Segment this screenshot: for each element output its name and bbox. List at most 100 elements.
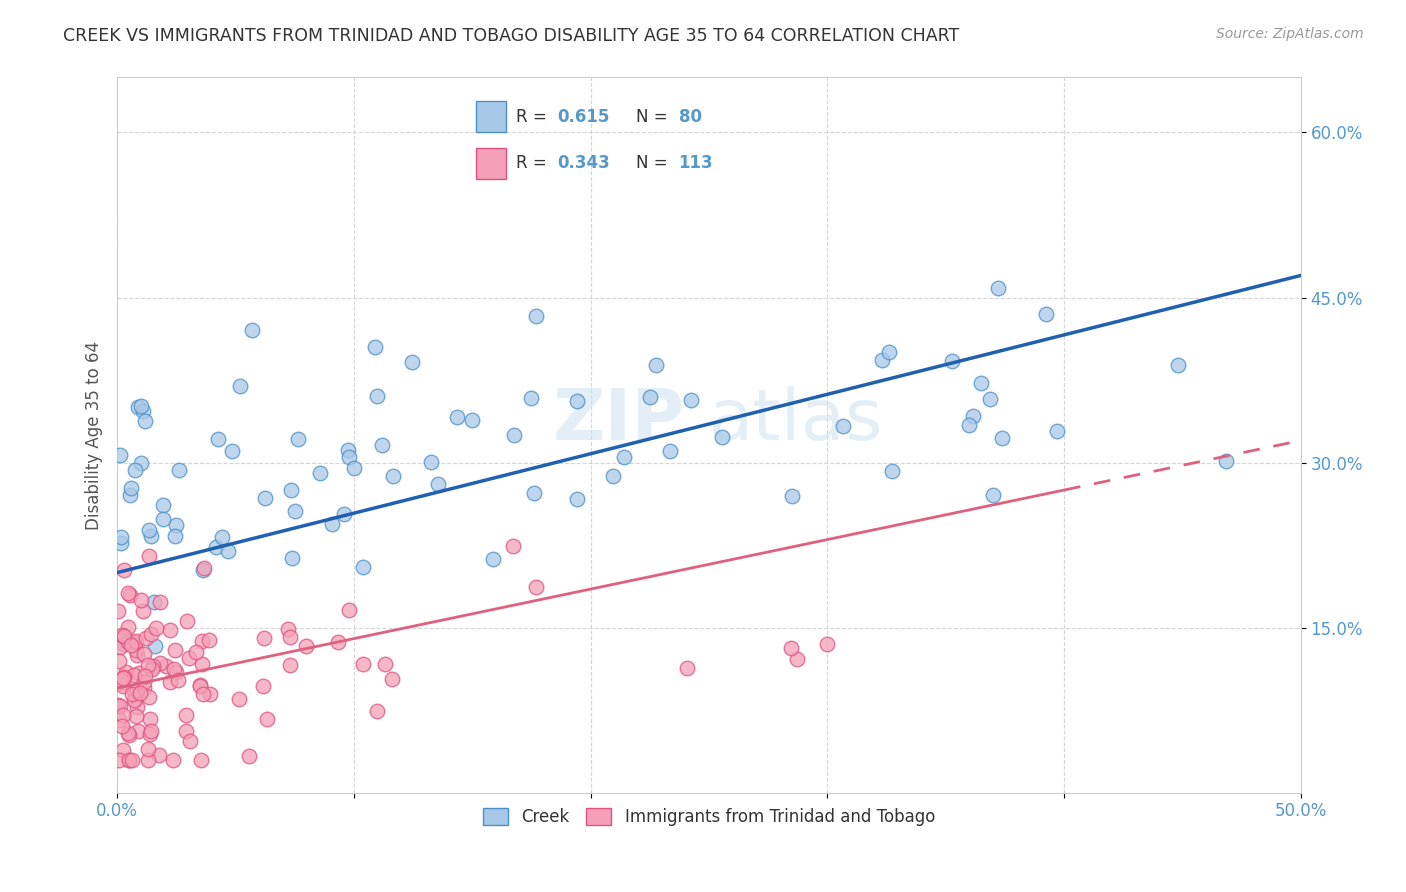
Point (112, 669, 135, 683)
Point (193, 561, 215, 575)
Point (122, 683, 145, 698)
Point (613, 450, 636, 464)
Point (110, 673, 132, 687)
Point (117, 585, 139, 599)
Point (110, 676, 132, 690)
Point (143, 595, 166, 609)
Point (256, 712, 278, 726)
Point (127, 401, 149, 415)
Point (567, 393, 589, 408)
Point (152, 498, 174, 512)
Point (111, 671, 134, 685)
Y-axis label: Disability Age 35 to 64: Disability Age 35 to 64 (86, 341, 103, 530)
Point (186, 645, 208, 659)
Point (117, 726, 139, 740)
Point (284, 504, 307, 518)
Point (118, 728, 141, 742)
Point (640, 390, 662, 404)
Point (177, 651, 200, 665)
Point (124, 692, 146, 706)
Point (108, 714, 131, 728)
Point (191, 563, 214, 577)
Point (159, 674, 181, 689)
Point (112, 629, 135, 643)
Point (110, 530, 132, 544)
Point (337, 603, 360, 617)
Point (188, 679, 211, 693)
Point (326, 634, 349, 648)
Point (124, 634, 146, 648)
Point (191, 634, 214, 648)
Point (176, 723, 198, 738)
Point (374, 657, 396, 671)
Point (503, 428, 526, 442)
Point (141, 627, 163, 641)
Point (111, 679, 134, 693)
Point (446, 410, 468, 425)
Point (941, 354, 963, 368)
Point (111, 707, 134, 722)
Point (879, 344, 901, 359)
Point (162, 753, 184, 767)
Point (191, 657, 214, 672)
Point (129, 456, 152, 470)
Point (502, 539, 524, 553)
Point (136, 753, 159, 767)
Point (658, 444, 681, 458)
Point (120, 481, 142, 495)
Point (1046, 424, 1069, 438)
Point (371, 438, 394, 452)
Point (419, 455, 441, 469)
Point (962, 409, 984, 424)
Point (141, 529, 163, 543)
Point (111, 719, 134, 733)
Point (132, 681, 155, 695)
Point (191, 688, 214, 702)
Point (519, 392, 541, 406)
Point (141, 723, 163, 738)
Point (240, 323, 263, 337)
Point (188, 677, 211, 691)
Point (107, 698, 129, 713)
Point (159, 624, 181, 638)
Point (127, 723, 149, 738)
Point (815, 637, 838, 651)
Point (117, 634, 139, 648)
Point (125, 709, 148, 723)
Point (167, 463, 190, 477)
Point (108, 699, 131, 714)
Point (321, 516, 343, 531)
Text: CREEK VS IMMIGRANTS FROM TRINIDAD AND TOBAGO DISABILITY AGE 35 TO 64 CORRELATION: CREEK VS IMMIGRANTS FROM TRINIDAD AND TO… (63, 27, 959, 45)
Point (134, 647, 156, 661)
Point (118, 753, 141, 767)
Point (352, 657, 374, 671)
Legend: Creek, Immigrants from Trinidad and Tobago: Creek, Immigrants from Trinidad and Toba… (475, 799, 943, 834)
Point (117, 620, 139, 634)
Point (366, 704, 388, 718)
Point (129, 592, 152, 607)
Point (602, 468, 624, 483)
Point (121, 687, 143, 701)
Point (143, 639, 166, 653)
Point (679, 393, 702, 408)
Point (125, 643, 148, 657)
Point (132, 674, 155, 689)
Point (990, 431, 1012, 445)
Point (987, 281, 1010, 295)
Point (138, 523, 160, 537)
Point (524, 309, 547, 323)
Point (179, 733, 201, 747)
Point (959, 418, 981, 433)
Point (1035, 307, 1057, 321)
Point (294, 639, 316, 653)
Point (970, 376, 993, 390)
Point (111, 628, 134, 642)
Point (979, 392, 1001, 406)
Point (711, 430, 734, 444)
Point (343, 461, 366, 475)
Point (461, 413, 484, 427)
Point (136, 742, 159, 756)
Point (125, 682, 148, 697)
Point (112, 563, 135, 577)
Point (124, 692, 146, 706)
